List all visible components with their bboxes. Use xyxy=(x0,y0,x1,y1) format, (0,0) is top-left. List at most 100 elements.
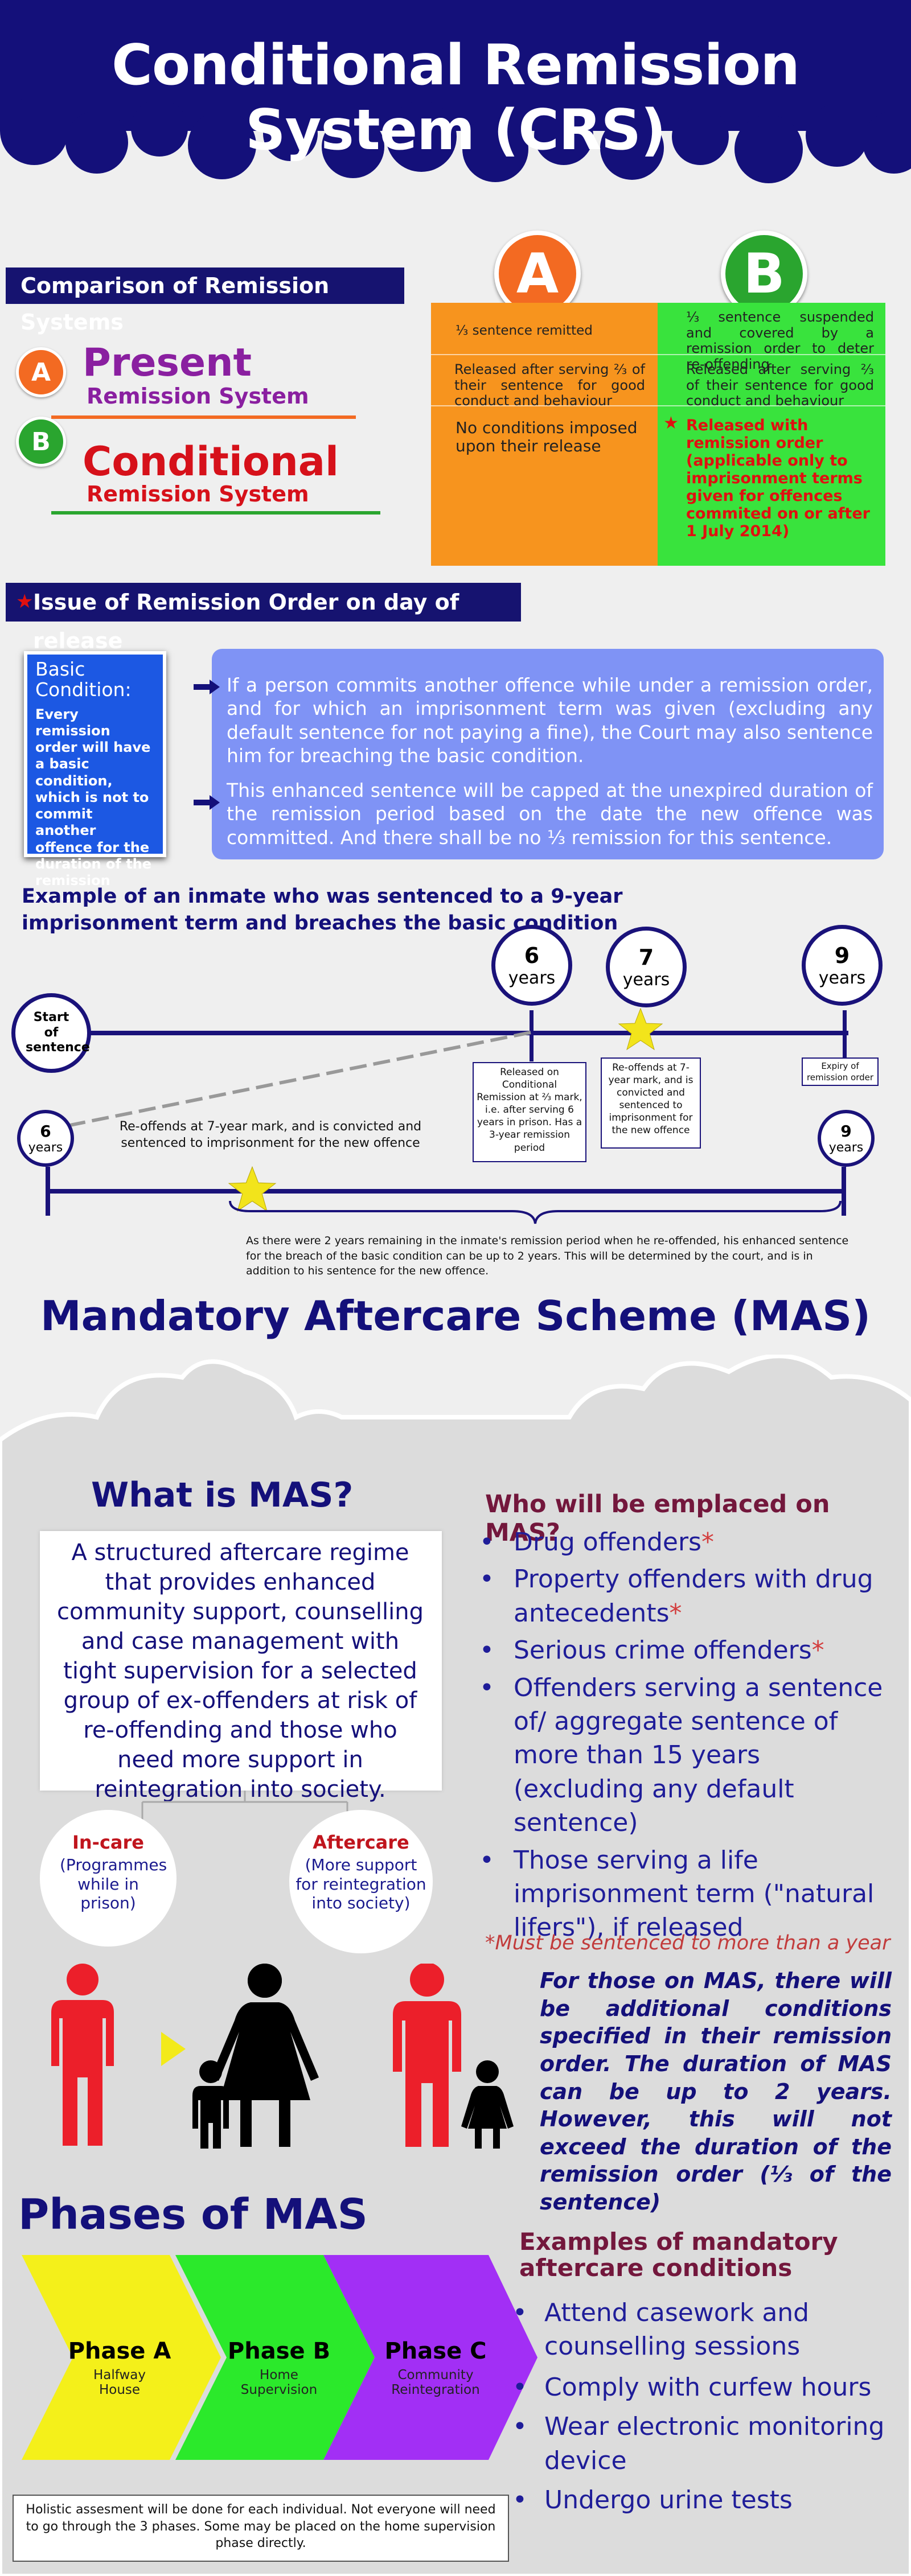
release-info-box: Released on Conditional Remission at ⅔ m… xyxy=(473,1062,586,1162)
incare-circle: In-care (Programmes while in prison) xyxy=(40,1810,177,1947)
what-is-mas-title: What is MAS? xyxy=(91,1475,354,1515)
reoffend-info-box: Re-offends at 7-year mark, and is convic… xyxy=(601,1057,701,1149)
bracket-brace xyxy=(229,1200,842,1224)
people-illustration xyxy=(51,1964,514,2149)
conditional-label: Conditional xyxy=(83,438,339,485)
who-item-text: Offenders serving a sentence of/ aggrega… xyxy=(514,1673,883,1838)
breach-paragraph-1: If a person commits another offence whil… xyxy=(227,674,873,767)
basic-condition-box: Basic Condition: Every remission order w… xyxy=(24,651,166,906)
who-list: • Drug offenders* • Property offenders wit… xyxy=(479,1525,889,1945)
who-item-mark: * xyxy=(701,1528,714,1557)
lower-tick-left xyxy=(46,1167,50,1216)
who-item-text: Drug offenders xyxy=(514,1528,701,1557)
present-badge: A xyxy=(16,347,66,397)
column-b-letter: B xyxy=(743,242,785,306)
tick-9 xyxy=(843,1010,847,1059)
lower-6-num: 6 xyxy=(40,1122,51,1141)
tree-connector xyxy=(141,1791,348,1824)
lower-9-num: 9 xyxy=(840,1122,852,1141)
marker-6-unit: years xyxy=(508,968,556,988)
dashed-connector xyxy=(61,1031,531,1129)
comparison-title: Comparison of Remission Systems xyxy=(20,273,330,335)
who-note: *Must be sentenced to more than a year xyxy=(485,1932,891,1954)
conditional-underline xyxy=(51,511,380,515)
incare-title: In-care xyxy=(72,1832,144,1853)
example-note: As there were 2 years remaining in the i… xyxy=(246,1234,849,1278)
present-label: Present xyxy=(83,340,252,385)
conditional-sub-label: Remission System xyxy=(87,482,309,507)
example-item: • Attend casework and counselling session… xyxy=(512,2296,900,2364)
who-title: Who will be emplaced on MAS? xyxy=(485,1490,830,1547)
start-of-sentence-label: Start of sentence xyxy=(26,1010,90,1055)
issue-title: Issue of Remission Order on day of relea… xyxy=(33,590,459,653)
example-item: • Undergo urine tests xyxy=(512,2483,900,2517)
issue-star-icon: ★ xyxy=(16,590,34,613)
example-item-text: Comply with curfew hours xyxy=(544,2372,872,2402)
phase-c-sub: Community Reintegration xyxy=(391,2368,480,2397)
what-is-mas-box xyxy=(40,1531,442,1791)
mas-title: Mandatory Aftercare Scheme (MAS) xyxy=(40,1292,871,1340)
what-is-mas-text: A structured aftercare regime that provi… xyxy=(57,1540,424,1803)
lower-tick-right xyxy=(842,1167,846,1216)
who-item: • Those serving a life imprisonment term … xyxy=(479,1843,889,1945)
phases-note-box: Holistic assesment will be done for each… xyxy=(13,2495,509,2562)
phase-b: Phase B Home Supervision xyxy=(219,2338,339,2397)
who-item: • Offenders serving a sentence of/ aggreg… xyxy=(479,1671,889,1840)
basic-condition-heading: Basic Condition: xyxy=(35,658,132,701)
arrow-icon xyxy=(194,795,220,810)
lower-reoffend-text: Re-offends at 7-year mark, and is convic… xyxy=(119,1120,422,1150)
who-item-text: Serious crime offenders xyxy=(514,1636,812,1665)
who-item: • Serious crime offenders* xyxy=(479,1636,824,1665)
present-underline xyxy=(51,415,356,419)
example-item-text: Undergo urine tests xyxy=(544,2485,793,2515)
phases-note: Holistic assesment will be done for each… xyxy=(26,2503,496,2551)
marker-7-years: 7 years xyxy=(606,927,687,1007)
marker-9-years: 9 years xyxy=(802,925,883,1006)
phases-chevrons xyxy=(22,2255,537,2460)
phase-a-name: Phase A xyxy=(68,2338,171,2364)
upper-timeline-line xyxy=(63,1031,848,1035)
page-title: Conditional Remission System (CRS) xyxy=(111,33,800,163)
marker-9-unit: years xyxy=(818,968,866,988)
a-row-1: ⅓ sentence remitted xyxy=(456,323,593,338)
basic-condition-text: Every remission order will have a basic … xyxy=(35,706,152,906)
who-item-text: Property offenders with drug antecedents xyxy=(514,1565,873,1628)
marker-6-years: 6 years xyxy=(491,925,572,1006)
lower-marker-6-years: 6 years xyxy=(17,1110,74,1167)
a-row-3: No conditions imposed upon their release xyxy=(456,418,638,456)
lower-6-unit: years xyxy=(28,1141,63,1155)
marker-7-unit: years xyxy=(622,969,670,990)
who-item: • Property offenders with drug antecedent… xyxy=(479,1565,873,1628)
expiry-info-box: Expiry of remission order xyxy=(802,1057,879,1086)
phase-a: Phase A Halfway House xyxy=(63,2338,177,2397)
column-b xyxy=(658,303,885,566)
who-item: • Drug offenders* xyxy=(479,1528,714,1557)
aftercare-title: Aftercare xyxy=(313,1832,409,1853)
phase-c: Phase C Community Reintegration xyxy=(370,2338,501,2397)
lower-timeline-line xyxy=(49,1189,846,1194)
phase-b-sub: Home Supervision xyxy=(240,2368,318,2397)
lower-marker-9-years: 9 years xyxy=(818,1110,875,1167)
conditional-badge: B xyxy=(16,417,66,467)
who-item-text: Those serving a life imprisonment term (… xyxy=(514,1845,875,1943)
phase-c-name: Phase C xyxy=(384,2338,487,2364)
marker-7-num: 7 xyxy=(638,944,654,970)
breach-explanation-box xyxy=(212,649,884,859)
a-row-2: Released after serving ⅔ of their senten… xyxy=(454,361,645,409)
tick-6 xyxy=(530,1010,534,1061)
who-item-mark: * xyxy=(811,1636,824,1665)
phase-b-name: Phase B xyxy=(227,2338,331,2364)
phases-title: Phases of MAS xyxy=(18,2190,368,2239)
marker-6-num: 6 xyxy=(524,943,540,968)
b-row-3-star: ★ xyxy=(663,413,679,433)
example-item-text: Wear electronic monitoring device xyxy=(544,2412,885,2475)
incare-text: (Programmes while in prison) xyxy=(60,1855,167,1913)
b-row-2: Released after serving ⅔ of their senten… xyxy=(686,361,874,409)
conditional-badge-letter: B xyxy=(31,427,51,456)
present-sub-label: Remission System xyxy=(87,384,309,409)
examples-title: Examples of mandatory aftercare conditio… xyxy=(519,2228,838,2282)
lower-9-unit: years xyxy=(828,1141,864,1155)
example-item: • Wear electronic monitoring device xyxy=(512,2410,900,2478)
who-item-mark: * xyxy=(669,1598,682,1628)
present-badge-letter: A xyxy=(31,357,51,387)
